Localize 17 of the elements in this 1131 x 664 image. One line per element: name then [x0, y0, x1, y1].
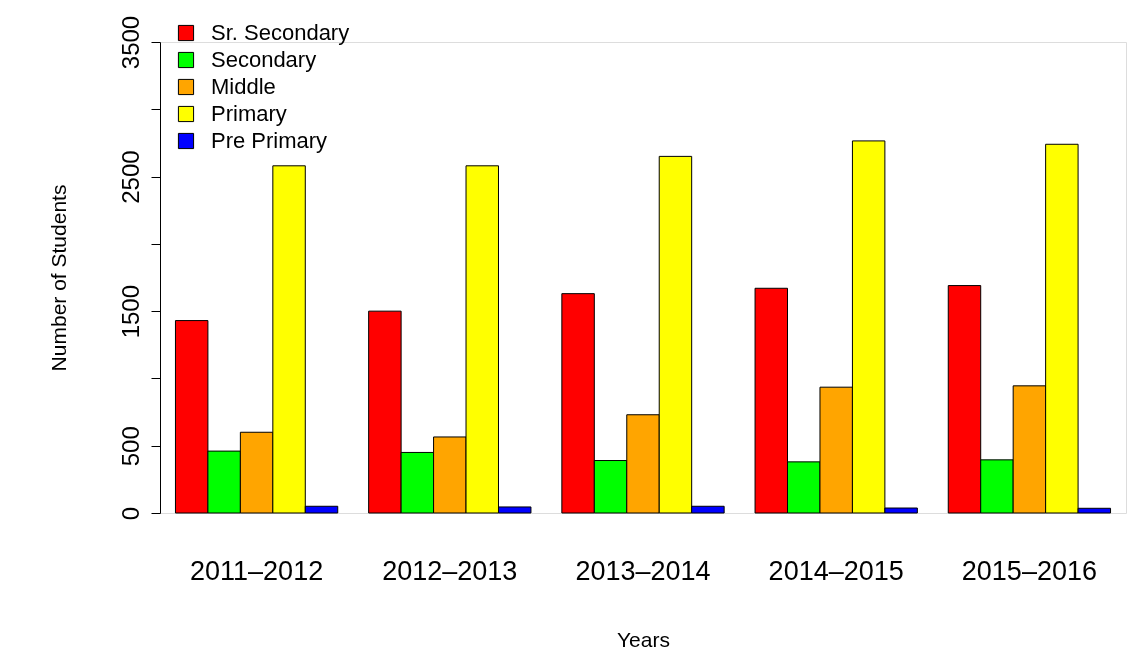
- x-tick-label: 2015–2016: [961, 555, 1097, 586]
- y-tick-label: 1500: [116, 284, 144, 339]
- y-tick-label: 2500: [116, 150, 144, 204]
- x-tick-label: 2012–2013: [382, 555, 518, 586]
- legend-label: Pre Primary: [211, 128, 328, 153]
- legend-label: Primary: [211, 101, 287, 126]
- x-tick-label: 2013–2014: [575, 555, 711, 586]
- y-tick-label: 0: [116, 506, 144, 521]
- y-tick-label: 3500: [116, 15, 144, 70]
- y-tick-label: 500: [116, 426, 144, 467]
- x-tick-label: 2014–2015: [768, 555, 904, 586]
- legend-label: Sr. Secondary: [211, 20, 350, 45]
- legend-label: Secondary: [211, 47, 317, 72]
- x-tick-label: 2011–2012: [190, 555, 324, 586]
- x-axis-title: Years: [617, 627, 670, 651]
- legend-label: Middle: [211, 74, 276, 99]
- y-axis-title: Number of Students: [46, 184, 70, 372]
